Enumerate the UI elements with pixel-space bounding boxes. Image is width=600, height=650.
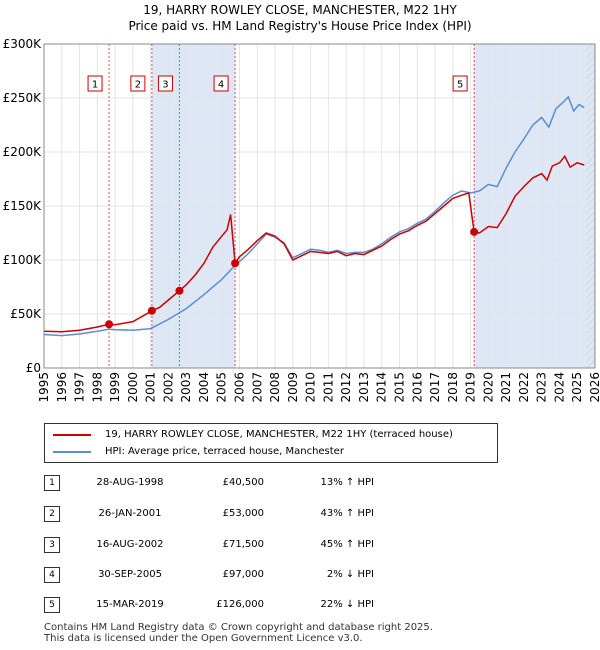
sale-hpi-diff: 45% ↑ HPI xyxy=(320,539,374,550)
table-row: 3 16-AUG-2002 £71,500 45% ↑ HPI xyxy=(44,535,464,555)
x-tick-label: 2013 xyxy=(357,372,371,403)
footer-line-1: Contains HM Land Registry data © Crown c… xyxy=(44,622,433,633)
sale-date: 16-AUG-2002 xyxy=(96,539,164,550)
sale-label-number: 4 xyxy=(218,80,224,91)
footer-line-2: This data is licensed under the Open Gov… xyxy=(44,633,363,644)
sale-date: 30-SEP-2005 xyxy=(98,569,162,580)
x-tick-label: 2017 xyxy=(428,372,442,403)
sale-hpi-diff: 2% ↓ HPI xyxy=(326,569,374,580)
legend-label-property: 19, HARRY ROWLEY CLOSE, MANCHESTER, M22 … xyxy=(105,429,453,440)
sale-point xyxy=(147,306,156,315)
sale-badge: 4 xyxy=(44,567,60,583)
legend: 19, HARRY ROWLEY CLOSE, MANCHESTER, M22 … xyxy=(44,423,498,463)
x-tick-label: 1995 xyxy=(37,372,51,403)
sale-badge: 1 xyxy=(44,475,60,491)
sale-point xyxy=(470,227,479,236)
legend-label-hpi: HPI: Average price, terraced house, Manc… xyxy=(105,446,344,457)
plot-border xyxy=(43,43,596,369)
sale-badge: 2 xyxy=(44,506,60,522)
x-tick-label: 2008 xyxy=(268,372,282,403)
x-tick-label: 2005 xyxy=(215,372,229,403)
table-row: 2 26-JAN-2001 £53,000 43% ↑ HPI xyxy=(44,504,464,524)
y-tick-label: £50K xyxy=(10,307,42,321)
sale-date: 26-JAN-2001 xyxy=(98,508,162,519)
x-tick-label: 2020 xyxy=(481,372,495,403)
sale-badge: 3 xyxy=(44,537,60,553)
x-tick-label: 2022 xyxy=(517,372,531,403)
x-tick-label: 2006 xyxy=(233,372,247,403)
x-tick-label: 2021 xyxy=(499,372,513,403)
x-tick-label: 2024 xyxy=(552,372,566,403)
x-tick-label: 2012 xyxy=(339,372,353,403)
x-tick-label: 2011 xyxy=(321,372,335,403)
x-tick-label: 2001 xyxy=(144,372,158,403)
x-tick-label: 1997 xyxy=(73,372,87,403)
sale-price: £53,000 xyxy=(222,508,264,519)
y-tick-label: £250K xyxy=(3,91,43,105)
sale-label-number: 5 xyxy=(457,80,463,91)
sale-hpi-diff: 22% ↓ HPI xyxy=(320,599,374,610)
table-row: 1 28-AUG-1998 £40,500 13% ↑ HPI xyxy=(44,473,464,493)
legend-swatch-property xyxy=(53,434,91,436)
sale-badge: 5 xyxy=(44,597,60,613)
table-row: 4 30-SEP-2005 £97,000 2% ↓ HPI xyxy=(44,565,464,585)
x-tick-label: 1996 xyxy=(55,372,69,403)
chart-title: 19, HARRY ROWLEY CLOSE, MANCHESTER, M22 … xyxy=(143,3,457,17)
sale-point xyxy=(231,259,240,268)
x-tick-label: 1999 xyxy=(108,372,122,403)
price-chart: 1 2 3 4 5 £0 £50K £100K £150K £200K £250K £300K 1995… xyxy=(3,37,600,403)
x-tick-label: 2014 xyxy=(375,372,389,403)
sale-label-box xyxy=(157,75,173,92)
chart-subtitle: Price paid vs. HM Land Registry's House … xyxy=(128,19,472,33)
sale-label-number: 2 xyxy=(135,80,141,91)
x-tick-label: 2019 xyxy=(464,372,478,403)
x-tick-label: 2007 xyxy=(250,372,264,403)
x-tick-label: 2015 xyxy=(392,372,406,403)
sale-date: 28-AUG-1998 xyxy=(96,477,164,488)
x-tick-label: 2023 xyxy=(535,372,549,403)
x-tick-label: 2002 xyxy=(161,372,175,403)
x-tick-label: 2004 xyxy=(197,372,211,403)
x-tick-label: 2025 xyxy=(570,372,584,403)
sale-point xyxy=(105,320,114,329)
x-tick-label: 1998 xyxy=(90,372,104,403)
sale-hpi-diff: 43% ↑ HPI xyxy=(320,508,374,519)
y-tick-label: £100K xyxy=(3,253,43,267)
y-tick-label: £200K xyxy=(3,145,43,159)
sale-price: £97,000 xyxy=(222,569,264,580)
sale-label-number: 1 xyxy=(92,80,98,91)
sale-label-box xyxy=(130,75,146,92)
x-tick-label: 2016 xyxy=(410,372,424,403)
sale-date: 15-MAR-2019 xyxy=(96,599,164,610)
sale-hpi-diff: 13% ↑ HPI xyxy=(320,477,374,488)
x-tick-label: 2003 xyxy=(179,372,193,403)
y-tick-label: £150K xyxy=(3,199,43,213)
sale-label-box xyxy=(452,75,468,92)
sale-price: £40,500 xyxy=(222,477,264,488)
x-tick-label: 2026 xyxy=(588,372,600,403)
sale-label-box xyxy=(213,75,229,92)
hpi-series-line xyxy=(43,95,585,337)
x-tick-label: 2018 xyxy=(446,372,460,403)
y-tick-label: £0 xyxy=(26,361,41,375)
table-row: 5 15-MAR-2019 £126,000 22% ↓ HPI xyxy=(44,595,464,615)
legend-swatch-hpi xyxy=(53,451,91,453)
footer: Contains HM Land Registry data © Crown c… xyxy=(44,622,433,644)
sale-point xyxy=(175,286,184,295)
sale-label-box xyxy=(87,75,103,92)
sale-price: £126,000 xyxy=(216,599,264,610)
sale-price: £71,500 xyxy=(222,539,264,550)
y-tick-label: £300K xyxy=(3,37,43,51)
x-tick-label: 2000 xyxy=(126,372,140,403)
x-tick-label: 2009 xyxy=(286,372,300,403)
sale-label-number: 3 xyxy=(162,80,168,91)
x-tick-label: 2010 xyxy=(304,372,318,403)
